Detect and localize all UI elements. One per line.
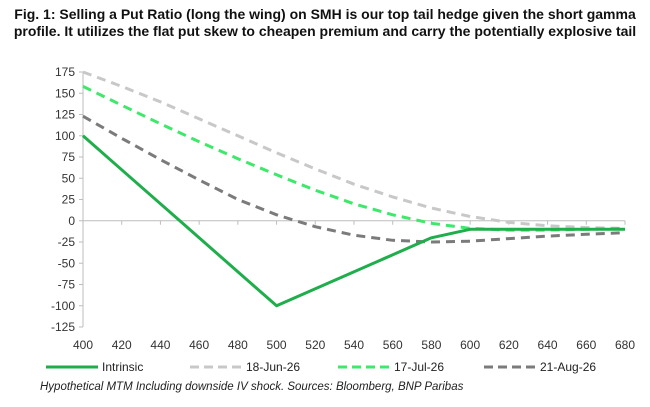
y-tick-label: 75 (62, 150, 76, 164)
x-tick-label: 400 (73, 338, 93, 352)
x-tick-label: 480 (228, 338, 248, 352)
chart: 175 150 125 100 75 50 25 0 -25 -50 -75 -100 -125 400 4… (46, 65, 635, 374)
x-tick-label: 440 (150, 338, 170, 352)
y-tick-label: 125 (55, 108, 75, 122)
y-tick-label: -100 (51, 299, 75, 313)
y-tick-label: -125 (51, 320, 75, 334)
legend-label: 17-Jul-26 (394, 360, 444, 374)
y-tick-label: 150 (55, 86, 75, 100)
series-line-intrinsic (82, 134, 625, 308)
x-tick-label: 460 (189, 338, 209, 352)
x-tick-label: 520 (305, 338, 325, 352)
x-tick-label: 640 (538, 338, 558, 352)
y-tick-label: -50 (58, 256, 76, 270)
x-tick-label: 500 (267, 338, 287, 352)
legend-label: 18-Jun-26 (246, 360, 300, 374)
legend-label: Intrinsic (102, 360, 143, 374)
x-tick-label: 420 (112, 338, 132, 352)
legend-label: 21-Aug-26 (540, 360, 596, 374)
y-tick-label: 100 (55, 129, 75, 143)
source-note: Hypothetical MTM Including downside IV s… (40, 381, 464, 393)
x-tick-label: 540 (344, 338, 364, 352)
x-tick-label: 680 (615, 338, 635, 352)
y-tick-label: 25 (62, 193, 76, 207)
series-line-18-jun-26 (82, 70, 626, 230)
x-tick-label: 620 (499, 338, 519, 352)
x-tick-label: 580 (421, 338, 441, 352)
y-tick-label: 0 (68, 214, 75, 228)
x-tick-label: 600 (460, 338, 480, 352)
y-tick-label: 175 (55, 65, 75, 79)
y-tick-label: 50 (62, 171, 76, 185)
chart-title: Fig. 1: Selling a Put Ratio (long the wi… (13, 6, 637, 39)
y-tick-label: -25 (58, 235, 76, 249)
x-tick-label: 560 (383, 338, 403, 352)
y-tick-label: -75 (58, 278, 76, 292)
x-tick-label: 660 (576, 338, 596, 352)
